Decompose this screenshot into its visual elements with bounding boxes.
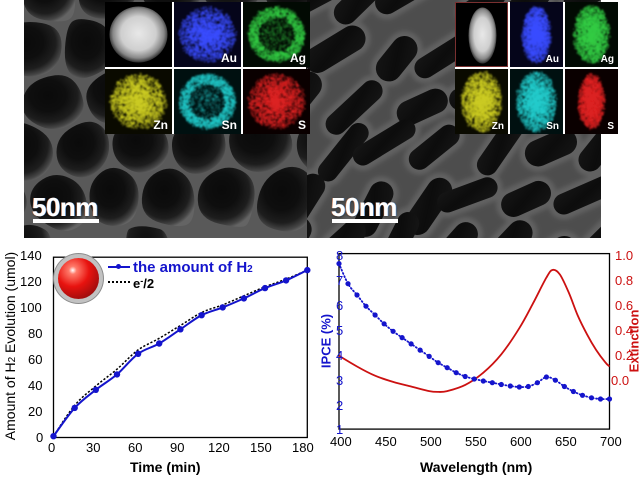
svg-text:Au: Au: [221, 51, 237, 65]
